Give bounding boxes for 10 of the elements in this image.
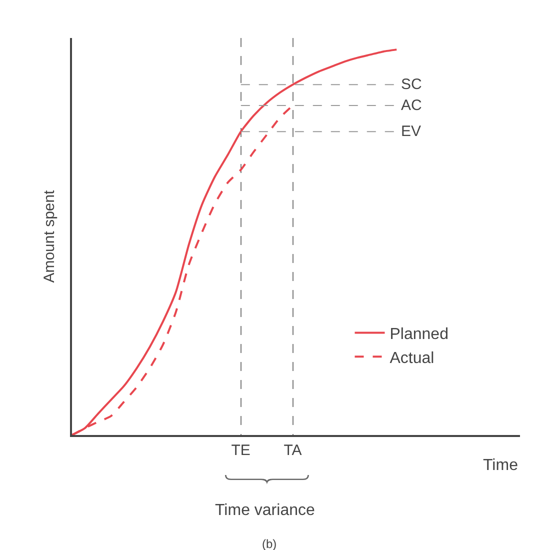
y-axis-title: Amount spent: [41, 189, 58, 283]
text: Time variance: [215, 502, 315, 519]
x-tick-label: TA: [284, 442, 302, 459]
legend-label: Actual: [390, 350, 434, 367]
ref-line-label: SC: [401, 76, 422, 93]
x-axis-title: Time: [483, 457, 518, 474]
ref-line-label: AC: [401, 97, 422, 114]
legend-label: Planned: [390, 326, 448, 344]
x-tick-label: TE: [231, 442, 250, 459]
ref-line-label: EV: [401, 123, 422, 140]
